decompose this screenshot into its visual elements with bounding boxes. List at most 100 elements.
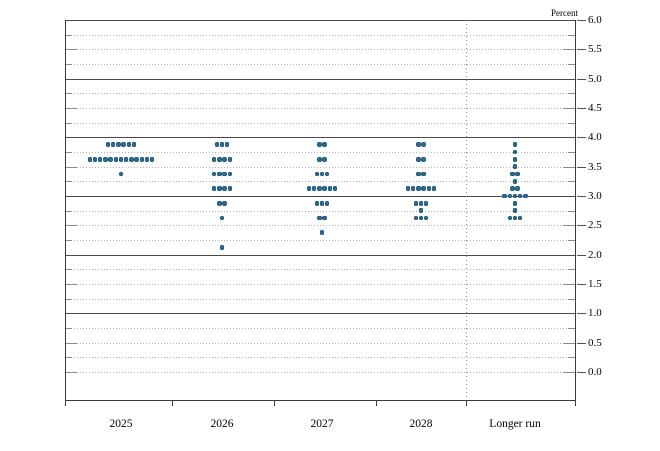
grid-end-dash <box>568 122 575 124</box>
y-axis-tick-label: 3.0 <box>588 190 602 202</box>
dot <box>413 201 419 206</box>
y-axis-tick <box>577 108 586 109</box>
grid-end-dash <box>568 181 575 183</box>
grid-end-dash <box>65 49 77 51</box>
dot <box>523 193 528 199</box>
dot <box>421 186 426 191</box>
dot <box>418 208 424 213</box>
dot <box>517 193 523 199</box>
dot <box>512 215 518 221</box>
y-axis-tick <box>577 313 586 315</box>
y-grid-line-solid <box>65 78 575 80</box>
grid-end-dash <box>563 225 575 227</box>
grid-end-dash <box>563 284 575 285</box>
y-grid-line-dotted <box>65 49 575 51</box>
dot <box>222 201 227 206</box>
dot <box>317 157 322 162</box>
grid-end-dash <box>65 240 72 241</box>
dot <box>418 201 424 206</box>
dot <box>108 157 113 162</box>
dot <box>421 142 426 147</box>
y-axis-tick-label: 6.0 <box>588 14 602 26</box>
dot <box>105 142 111 147</box>
dot <box>211 186 217 191</box>
longer-run-separator <box>466 20 467 400</box>
dot <box>227 171 233 177</box>
grid-end-dash <box>568 210 575 212</box>
dot <box>222 186 227 191</box>
dot <box>306 186 312 191</box>
dot <box>123 157 129 162</box>
dot <box>219 215 225 221</box>
grid-end-dash <box>65 269 72 271</box>
x-axis-tick <box>274 401 275 406</box>
dot <box>502 193 507 199</box>
y-axis-tick <box>577 342 586 344</box>
y-grid-line-solid <box>65 137 575 139</box>
grid-end-dash <box>568 240 575 241</box>
grid-end-dash <box>65 166 77 168</box>
y-axis-tick-label: 1.5 <box>588 278 602 290</box>
dot <box>139 157 145 162</box>
y-grid-line-dotted <box>65 152 575 153</box>
grid-end-dash <box>65 108 77 109</box>
y-axis-tick-label: 2.0 <box>588 248 602 261</box>
grid-end-dash <box>65 152 72 153</box>
y-grid-line-dotted <box>65 240 575 241</box>
dot <box>149 157 155 162</box>
y-grid-line-dotted <box>65 357 575 359</box>
y-axis-tick-label: 3.5 <box>588 160 602 173</box>
y-axis-unit-label: Percent <box>551 8 578 18</box>
x-axis-tick <box>466 401 467 406</box>
y-grid-line-dotted <box>65 328 575 329</box>
y-grid-line-dotted <box>65 166 575 168</box>
dot <box>515 171 520 177</box>
dot <box>512 208 518 213</box>
grid-end-dash <box>65 372 77 373</box>
dot <box>118 171 124 177</box>
x-axis-label: 2028 <box>409 418 433 430</box>
dot <box>512 157 518 162</box>
dot <box>211 157 217 162</box>
y-axis-tick <box>577 166 586 168</box>
y-grid-line-solid <box>65 20 575 21</box>
dot <box>322 186 327 191</box>
y-axis-tick-label: 4.5 <box>588 102 602 114</box>
dot <box>227 186 233 191</box>
dot <box>219 142 225 147</box>
dot <box>324 201 330 206</box>
y-grid-line-dotted <box>65 225 575 227</box>
dot <box>211 171 217 177</box>
grid-end-dash <box>65 342 77 344</box>
dot <box>319 230 325 235</box>
dot <box>507 193 513 199</box>
dot <box>413 215 419 221</box>
grid-end-dash <box>568 269 575 271</box>
x-axis-label: 2026 <box>210 418 234 430</box>
y-grid-line-dotted <box>65 108 575 109</box>
dot <box>314 171 320 177</box>
x-axis-label: Longer run <box>489 418 541 430</box>
dot <box>416 157 421 162</box>
dot <box>410 186 416 191</box>
dot <box>314 201 320 206</box>
grid-end-dash <box>65 210 72 212</box>
dot <box>319 171 325 177</box>
y-axis-tick <box>577 20 586 21</box>
dot <box>217 201 222 206</box>
y-grid-line-dotted <box>65 122 575 124</box>
x-axis-tick <box>575 401 576 406</box>
dot <box>322 215 327 221</box>
dot <box>512 164 518 169</box>
y-axis-tick-label: 0.0 <box>588 366 602 378</box>
grid-end-dash <box>65 328 72 329</box>
grid-end-dash <box>568 152 575 153</box>
dot <box>224 142 230 147</box>
dot <box>217 157 222 162</box>
y-axis-tick <box>577 49 586 51</box>
dot <box>110 142 116 147</box>
grid-end-dash <box>568 357 575 359</box>
dot <box>126 142 132 147</box>
y-grid-line-solid <box>65 196 575 197</box>
dot <box>129 157 134 162</box>
